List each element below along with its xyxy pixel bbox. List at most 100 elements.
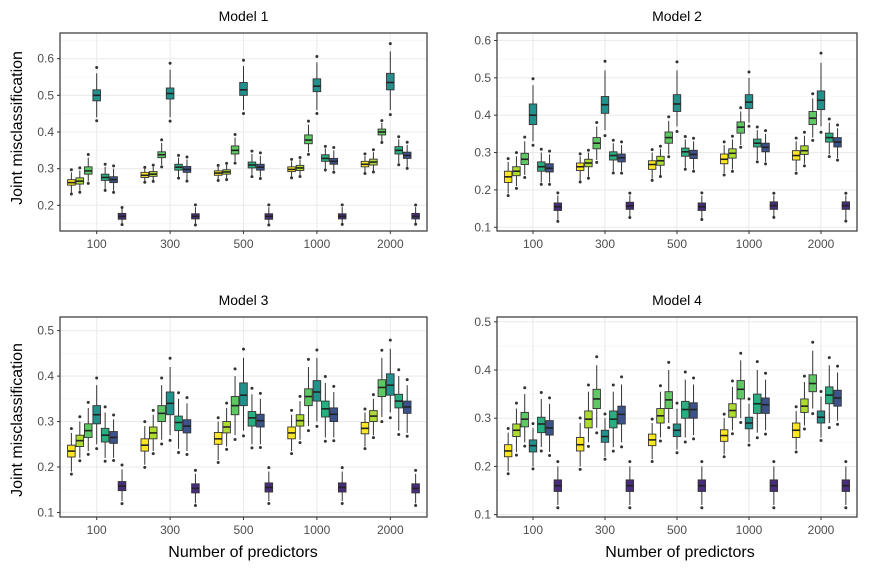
outlier-point [225,401,229,405]
outlier-point [177,450,181,454]
x-axis-label-right: Number of predictors [605,544,754,561]
outlier-point [414,222,418,226]
outlier-point [120,223,124,227]
x-tick-label: 300 [595,237,615,251]
x-tick-label: 2000 [377,237,404,251]
outlier-point [764,129,768,133]
panel-border [496,32,858,232]
box-500-method-7 [264,203,274,227]
x-tick-label: 1000 [304,237,331,251]
y-tick-label: 0.2 [37,198,54,212]
outlier-point [523,444,527,448]
outlier-point [514,151,518,155]
outlier-point [380,420,384,424]
box-500-method-4 [672,60,682,133]
box-500-method-3 [230,133,240,165]
outlier-point [340,466,344,470]
outlier-point [802,164,806,168]
outlier-point [667,155,671,159]
outlier-point [836,422,840,426]
outlier-point [658,175,662,179]
outlier-point [323,144,327,148]
outlier-point [506,157,510,161]
box-iqr [386,72,395,91]
outlier-point [103,188,107,192]
outlier-point [595,355,599,359]
box-iqr [312,78,322,93]
box-1000-method-6 [329,146,339,174]
outlier-point [160,376,164,380]
x-tick-label: 300 [160,523,180,537]
box-300-method-2 [584,383,593,448]
box-1000-method-2 [295,155,305,178]
box-500-method-6 [689,136,698,173]
outlier-point [692,169,696,173]
outlier-point [290,157,294,161]
box-100-method-7 [553,460,563,510]
outlier-point [177,391,181,395]
outlier-point [700,217,704,221]
outlier-point [323,375,327,379]
outlier-point [650,148,654,152]
outlier-point [755,436,759,440]
box-2000-method-5 [825,356,834,430]
box-2000-method-6 [833,364,842,426]
outlier-point [764,432,768,436]
x-axis-label-left: Number of predictors [168,544,317,561]
outlier-point [531,143,535,147]
outlier-point [755,125,759,129]
outlier-point [650,459,654,463]
box-iqr [239,82,248,96]
outlier-point [658,439,662,443]
box-2000-method-1 [791,136,801,175]
box-1000-method-4 [744,70,754,128]
outlier-point [844,219,848,223]
outlier-point [836,364,840,368]
outlier-point [819,51,823,55]
outlier-point [168,438,172,442]
outlier-point [290,176,294,180]
box-1000-method-2 [728,379,737,436]
outlier-point [844,506,848,510]
box-100-method-2 [75,166,85,194]
box-500-method-2 [656,144,665,179]
outlier-point [722,140,726,144]
outlier-point [675,129,679,133]
outlier-point [414,203,418,207]
outlier-point [69,427,73,431]
x-tick-label: 100 [523,523,543,537]
outlier-point [86,152,90,156]
x-tick-label: 500 [233,237,253,251]
outlier-point [611,171,615,175]
y-tick-label: 0.2 [474,459,491,473]
outlier-point [380,140,384,144]
outlier-point [747,70,751,74]
outlier-point [371,436,375,440]
outlier-point [578,152,582,156]
outlier-point [363,407,367,411]
box-300-method-4 [600,59,610,138]
x-tick-label: 1000 [736,237,763,251]
box-100-method-7 [117,205,127,227]
outlier-point [794,171,798,175]
box-500-method-4 [239,58,248,115]
outlier-point [722,173,726,177]
outlier-point [772,191,776,195]
outlier-point [811,340,815,344]
panel-3: 0.1 0.2 0.3 0.4 0.5 100 300 500 1000 2000 Model 3 [37,292,428,537]
box-300-method-7 [191,468,200,507]
box-iqr [672,94,682,112]
outlier-point [603,457,607,461]
outlier-point [267,466,271,470]
box-2000-method-4 [386,338,395,420]
outlier-point [112,458,116,462]
x-tick-label: 1000 [736,523,763,537]
box-500-method-5 [247,386,257,450]
y-tick-label: 0.2 [37,460,54,474]
outlier-point [120,205,124,209]
outlier-point [730,134,734,138]
box-100-method-1 [503,426,513,476]
outlier-point [250,446,254,450]
outlier-point [620,445,624,449]
outlier-point [611,383,615,387]
